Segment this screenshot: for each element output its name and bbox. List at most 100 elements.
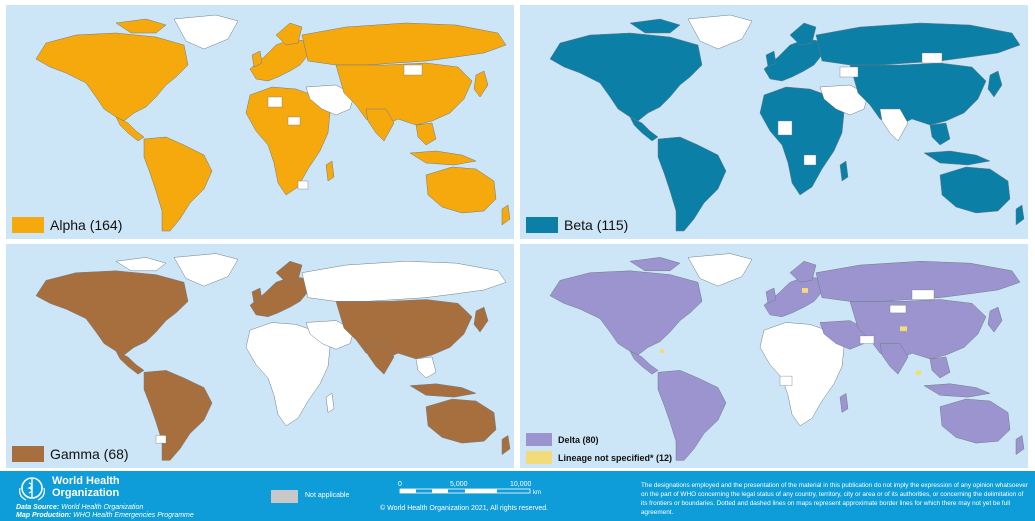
beta-region-samerica (657, 136, 727, 232)
beta-legend: Beta (115) (526, 217, 628, 233)
delta-region-africa (759, 322, 845, 427)
delta-lineage-patch (900, 326, 907, 332)
gamma-region-scand (275, 260, 303, 283)
delta-region-india (879, 343, 909, 375)
delta-region-mideast (819, 320, 869, 350)
beta-not-reported-patch (839, 66, 859, 78)
alpha-region-scand (275, 22, 303, 46)
alpha-legend-label: Alpha (164) (50, 217, 123, 233)
beta-region-greenland (687, 14, 753, 50)
data-source-label: Data Source: (16, 504, 60, 511)
delta-region-scand (789, 260, 817, 283)
gamma-region-mideast (305, 320, 355, 350)
beta-region-australia (939, 166, 1011, 214)
delta-region-asia (849, 299, 987, 362)
alpha-region-europe (249, 38, 309, 82)
scale-label-0: 0 (398, 481, 402, 488)
alpha-region-greenland (173, 14, 239, 50)
beta-region-europe (763, 38, 823, 82)
gamma-legend-swatch (12, 446, 44, 462)
delta-region-camerica (629, 350, 659, 375)
delta-region-canada_isl (629, 257, 681, 272)
alpha-not-reported-patch (297, 180, 309, 190)
delta-legend-label: Delta (80) (558, 434, 599, 445)
source-credits: Data Source: World Health Organization M… (16, 504, 194, 520)
alpha-region-russia (301, 22, 507, 66)
gamma-region-uk (251, 287, 263, 304)
map-production-value: WHO Health Emergencies Programme (73, 512, 194, 519)
alpha-region-africa (245, 86, 331, 196)
delta-region-seasia (929, 356, 951, 379)
copyright-text: © World Health Organization 2021, All ri… (380, 505, 549, 512)
alpha-region-uk (251, 50, 263, 68)
who-org-name: World Health Organization (52, 475, 120, 499)
not-applicable-swatch (271, 490, 298, 503)
beta-region-russia (815, 22, 1021, 66)
alpha-not-reported-patch (267, 96, 283, 108)
alpha-map-panel: Alpha (164) (6, 5, 514, 239)
alpha-region-india (365, 108, 395, 142)
alpha-region-indonesia (409, 150, 477, 166)
gamma-region-europe (249, 276, 309, 317)
gamma-world-map (35, 253, 511, 461)
map-production-label: Map Production: (16, 512, 72, 519)
alpha-region-camerica (115, 116, 145, 142)
gamma-region-australia (425, 398, 497, 444)
who-org-line2: Organization (52, 487, 120, 499)
alpha-region-samerica (143, 136, 213, 232)
lineage-legend-swatch (526, 451, 552, 464)
beta-region-uk (765, 50, 777, 68)
delta-region-madagascar (839, 392, 849, 413)
delta-region-greenland (687, 253, 753, 287)
gamma-region-japan (473, 306, 489, 333)
delta-not-reported-patch (859, 335, 875, 344)
beta-region-india (879, 108, 909, 142)
beta-not-reported-patch (777, 120, 793, 136)
delta-lineage-patch (916, 370, 921, 376)
gamma-legend-label: Gamma (68) (50, 446, 129, 462)
gamma-legend: Gamma (68) (12, 446, 129, 462)
scale-bar: 0 5,000 10,000 km (398, 481, 541, 496)
data-source-value: World Health Organization (61, 504, 144, 511)
alpha-region-madagascar (325, 160, 335, 182)
scale-unit: km (533, 490, 541, 496)
delta-region-samerica (657, 370, 727, 461)
beta-region-madagascar (839, 160, 849, 182)
alpha-legend-swatch (12, 217, 44, 233)
beta-region-indonesia (923, 150, 991, 166)
alpha-region-australia (425, 166, 497, 214)
beta-region-scand (789, 22, 817, 46)
alpha-not-reported-patch (287, 116, 301, 126)
lineage-legend-label: Lineage not specified* (12) (558, 452, 673, 463)
beta-region-japan (987, 70, 1003, 98)
delta-region-europe (763, 276, 823, 317)
not-applicable-label: Not applicable (305, 492, 350, 499)
delta-not-reported-patch (911, 289, 935, 300)
gamma-region-madagascar (325, 392, 335, 413)
delta-legend: Delta (80) (526, 433, 599, 446)
gamma-region-indonesia (409, 383, 477, 398)
delta-region-indonesia (923, 383, 991, 398)
delta-region-japan (987, 306, 1003, 333)
gamma-region-namerica (35, 270, 189, 356)
beta-map-panel: Beta (115) (520, 5, 1028, 239)
beta-region-camerica (629, 116, 659, 142)
gamma-region-africa (245, 322, 331, 427)
scale-label-1: 5,000 (450, 481, 468, 488)
scale-label-2: 10,000 (510, 481, 532, 488)
disclaimer-text: The designations employed and the presen… (641, 482, 1028, 516)
alpha-region-seasia (415, 122, 437, 146)
delta-lineage-patch (802, 288, 808, 293)
gamma-landmasses (35, 253, 511, 461)
gamma-region-camerica (115, 350, 145, 375)
beta-region-seasia (929, 122, 951, 146)
delta-region-nz (1015, 435, 1025, 456)
gamma-region-india (365, 343, 395, 375)
alpha-landmasses (35, 14, 511, 232)
footer-bar: World Health Organization Data Source: W… (0, 471, 1035, 521)
beta-not-reported-patch (803, 154, 817, 166)
delta-lineage-patch (660, 349, 664, 354)
gamma-region-asia (335, 299, 473, 362)
delta-not-reported-patch (779, 375, 793, 386)
gamma-region-nz (501, 435, 511, 456)
